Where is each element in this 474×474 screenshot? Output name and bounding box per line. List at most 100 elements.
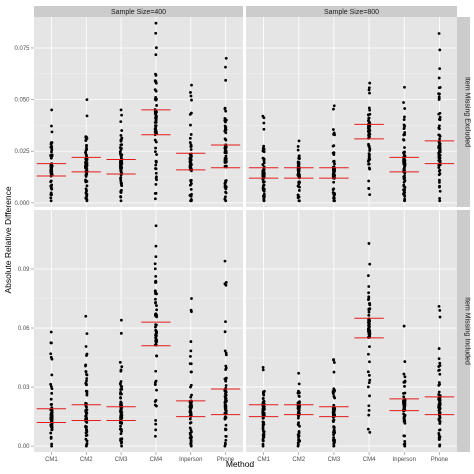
data-point	[437, 96, 441, 100]
data-point	[332, 426, 336, 429]
data-point	[188, 112, 192, 116]
data-point	[332, 196, 336, 200]
data-point	[224, 145, 228, 149]
data-point	[402, 133, 406, 137]
data-point	[296, 145, 300, 148]
data-point	[261, 416, 265, 420]
data-point	[50, 444, 53, 448]
data-point	[154, 46, 158, 50]
data-point	[262, 190, 266, 193]
data-point	[367, 326, 371, 330]
data-point	[189, 187, 193, 191]
data-point	[367, 404, 371, 408]
data-point	[403, 199, 406, 202]
data-point	[367, 298, 370, 301]
data-point	[331, 128, 335, 131]
data-point	[296, 416, 300, 420]
data-point	[298, 439, 301, 443]
data-point	[403, 403, 407, 407]
data-point	[189, 395, 193, 399]
data-point	[367, 158, 371, 162]
data-point	[85, 443, 89, 447]
panels-layer	[34, 17, 457, 452]
data-point	[262, 127, 266, 131]
data-point	[50, 108, 54, 112]
data-point	[223, 389, 227, 393]
data-point	[154, 120, 158, 124]
data-point	[154, 342, 158, 346]
data-point	[224, 442, 227, 446]
data-point	[120, 440, 124, 444]
data-point	[367, 310, 371, 314]
data-point	[367, 166, 371, 170]
data-point	[50, 148, 54, 152]
x-axis-tick-label: CM3	[328, 457, 341, 463]
data-point	[403, 107, 407, 110]
data-point	[119, 415, 123, 419]
data-point	[120, 113, 123, 117]
data-point	[402, 407, 406, 411]
x-axis-title: Method	[226, 459, 255, 469]
data-point	[224, 128, 228, 132]
data-point	[332, 403, 336, 407]
data-point	[189, 383, 193, 387]
data-point	[50, 145, 54, 148]
y-axis-tick-label: 0.075	[14, 46, 30, 52]
data-point	[154, 398, 158, 402]
data-point	[332, 358, 336, 362]
series-inperson	[176, 83, 206, 203]
data-point	[367, 242, 371, 245]
data-point	[437, 173, 441, 177]
data-point	[297, 169, 301, 173]
data-point	[437, 398, 441, 401]
data-point	[224, 195, 227, 199]
data-point	[438, 438, 441, 441]
facet-strip-column-label: Sample Size=400	[111, 9, 166, 16]
series-cm1	[248, 365, 279, 448]
data-point	[331, 419, 335, 423]
data-point	[49, 187, 53, 190]
data-point	[85, 354, 88, 357]
data-point	[50, 426, 54, 430]
data-point	[297, 411, 301, 415]
data-point	[120, 138, 123, 141]
data-point	[189, 435, 193, 439]
data-point	[49, 199, 53, 203]
data-point	[333, 170, 336, 173]
data-point	[84, 135, 88, 139]
facet-strip-column-label: Sample Size=800	[324, 9, 379, 16]
data-point	[154, 31, 158, 35]
series-phone	[424, 305, 455, 448]
data-point	[402, 324, 406, 328]
data-point	[402, 118, 406, 121]
data-point	[154, 255, 158, 259]
data-point	[262, 421, 265, 425]
data-point	[119, 143, 123, 147]
data-point	[261, 442, 265, 446]
data-point	[190, 393, 193, 397]
data-point	[403, 174, 406, 178]
data-point	[298, 400, 301, 404]
facet-strip-row	[457, 17, 470, 207]
data-point	[223, 349, 227, 353]
data-point	[119, 179, 123, 182]
data-point	[189, 123, 192, 127]
data-point	[438, 402, 442, 406]
data-point	[119, 199, 123, 203]
data-point	[188, 160, 192, 164]
data-point	[85, 377, 89, 380]
data-point	[224, 131, 228, 135]
data-point	[50, 183, 54, 187]
data-point	[262, 168, 265, 171]
data-point	[189, 94, 193, 98]
x-axis-tick-label: Phone	[217, 457, 235, 463]
series-inperson	[389, 85, 420, 203]
data-point	[297, 382, 301, 386]
data-point	[437, 144, 441, 148]
data-point	[368, 331, 371, 335]
data-point	[155, 388, 158, 392]
data-point	[402, 395, 406, 399]
data-point	[331, 407, 335, 410]
data-point	[367, 116, 371, 120]
data-point	[437, 76, 441, 80]
